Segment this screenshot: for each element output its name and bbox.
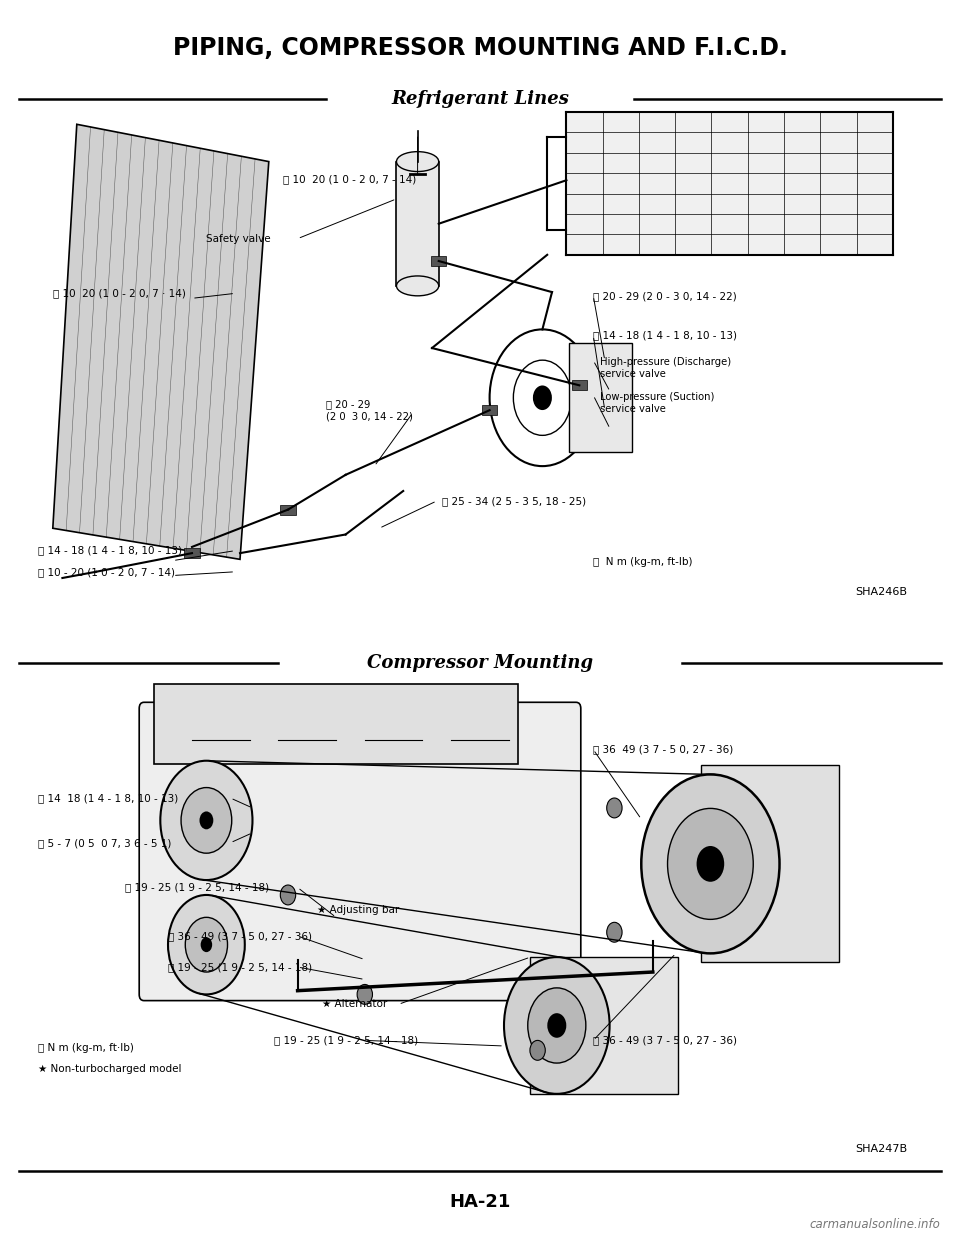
Circle shape (530, 1040, 545, 1060)
Text: Safety valve: Safety valve (206, 234, 271, 244)
Text: ⓲ 10  20 (1 0 - 2 0, 7 - 14): ⓲ 10 20 (1 0 - 2 0, 7 - 14) (283, 174, 417, 184)
Circle shape (667, 808, 754, 920)
Polygon shape (53, 124, 269, 559)
FancyBboxPatch shape (139, 702, 581, 1001)
Bar (184, 548, 200, 558)
Circle shape (200, 812, 213, 829)
Circle shape (357, 984, 372, 1004)
Bar (431, 256, 446, 266)
Text: ⓲ 14  18 (1 4 - 1 8, 10 - 13): ⓲ 14 18 (1 4 - 1 8, 10 - 13) (38, 793, 179, 803)
Bar (154, 684, 518, 764)
Circle shape (280, 885, 296, 905)
Text: carmanualsonline.info: carmanualsonline.info (810, 1218, 941, 1231)
Text: ⓲ 19 - 25 (1 9 - 2 5, 14 - 18): ⓲ 19 - 25 (1 9 - 2 5, 14 - 18) (274, 1035, 418, 1045)
Bar (530, 957, 678, 1094)
Bar (396, 162, 439, 286)
Circle shape (533, 385, 552, 410)
Text: ★ Alternator: ★ Alternator (322, 999, 387, 1009)
Text: ⓲ 14 - 18 (1 4 - 1 8, 10 - 13): ⓲ 14 - 18 (1 4 - 1 8, 10 - 13) (38, 546, 182, 556)
Circle shape (504, 957, 610, 1094)
Text: ⓲ N m (kg-m, ft·lb): ⓲ N m (kg-m, ft·lb) (38, 1043, 134, 1053)
Bar (482, 405, 497, 415)
Bar (571, 380, 587, 390)
Circle shape (641, 774, 780, 953)
Circle shape (168, 895, 245, 994)
Circle shape (160, 761, 252, 880)
Text: Refrigerant Lines: Refrigerant Lines (391, 91, 569, 108)
Text: Low-pressure (Suction)
service valve: Low-pressure (Suction) service valve (600, 392, 714, 414)
Bar (566, 112, 893, 255)
Text: ⓲ 10  20 (1 0 - 2 0, 7 · 14): ⓲ 10 20 (1 0 - 2 0, 7 · 14) (53, 288, 185, 298)
Circle shape (697, 846, 724, 881)
Ellipse shape (396, 152, 439, 172)
Text: ⓲  N m (kg-m, ft-lb): ⓲ N m (kg-m, ft-lb) (593, 557, 693, 567)
Ellipse shape (396, 276, 439, 296)
Text: High-pressure (Discharge)
service valve: High-pressure (Discharge) service valve (600, 357, 732, 379)
Text: HA-21: HA-21 (449, 1193, 511, 1211)
Text: ★ Adjusting bar: ★ Adjusting bar (317, 905, 399, 915)
Text: ⓲ 36 - 49 (3 7 - 5 0, 27 - 36): ⓲ 36 - 49 (3 7 - 5 0, 27 - 36) (168, 931, 312, 941)
Text: ⓲ 19 - 25 (1 9 - 2 5, 14 - 18): ⓲ 19 - 25 (1 9 - 2 5, 14 - 18) (168, 962, 312, 972)
Text: ★ Non-turbocharged model: ★ Non-turbocharged model (38, 1064, 181, 1074)
Text: ⓲ 5 - 7 (0 5  0 7, 3 6 - 5 1): ⓲ 5 - 7 (0 5 0 7, 3 6 - 5 1) (38, 838, 172, 848)
Text: ⓲ 20 - 29
(2 0  3 0, 14 - 22): ⓲ 20 - 29 (2 0 3 0, 14 - 22) (326, 399, 413, 421)
Text: ⓲ 25 - 34 (2 5 - 3 5, 18 - 25): ⓲ 25 - 34 (2 5 - 3 5, 18 - 25) (442, 496, 586, 506)
Circle shape (181, 788, 231, 853)
Text: ⓲ 19 - 25 (1 9 - 2 5, 14 - 18): ⓲ 19 - 25 (1 9 - 2 5, 14 - 18) (125, 883, 269, 892)
Bar (280, 505, 296, 515)
Text: ⓲ 36 - 49 (3 7 - 5 0, 27 - 36): ⓲ 36 - 49 (3 7 - 5 0, 27 - 36) (593, 1035, 737, 1045)
Circle shape (201, 937, 212, 952)
Circle shape (528, 988, 586, 1063)
Text: SHA246B: SHA246B (855, 587, 907, 597)
Text: SHA247B: SHA247B (855, 1144, 907, 1154)
Circle shape (547, 1013, 566, 1038)
Circle shape (607, 922, 622, 942)
Text: ⓲ 36  49 (3 7 - 5 0, 27 - 36): ⓲ 36 49 (3 7 - 5 0, 27 - 36) (593, 745, 733, 755)
Text: ⓲ 10 - 20 (1 0 - 2 0, 7 - 14): ⓲ 10 - 20 (1 0 - 2 0, 7 - 14) (38, 567, 176, 577)
Text: ⓲ 20 - 29 (2 0 - 3 0, 14 - 22): ⓲ 20 - 29 (2 0 - 3 0, 14 - 22) (593, 291, 737, 301)
Circle shape (185, 917, 228, 972)
Circle shape (607, 798, 622, 818)
Text: Compressor Mounting: Compressor Mounting (367, 654, 593, 671)
Bar (701, 766, 839, 962)
Text: ⓲ 14 - 18 (1 4 - 1 8, 10 - 13): ⓲ 14 - 18 (1 4 - 1 8, 10 - 13) (593, 331, 737, 341)
Bar (568, 343, 632, 452)
Text: PIPING, COMPRESSOR MOUNTING AND F.I.C.D.: PIPING, COMPRESSOR MOUNTING AND F.I.C.D. (173, 36, 787, 61)
